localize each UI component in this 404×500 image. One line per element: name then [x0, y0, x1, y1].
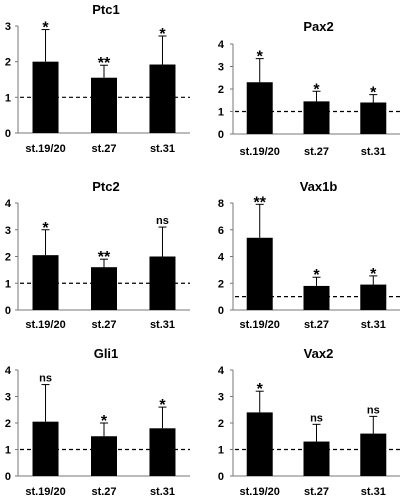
x-tick-label: st.31	[361, 486, 386, 498]
significance-label: *	[257, 49, 264, 66]
bar	[149, 428, 176, 476]
significance-label: **	[253, 194, 266, 211]
significance-label: **	[98, 249, 111, 266]
x-tick-label: st.19/20	[240, 319, 280, 331]
x-tick-label: st.19/20	[25, 486, 65, 498]
y-tick-label: 2	[218, 278, 224, 290]
significance-label: *	[42, 20, 49, 37]
y-tick-label: 3	[5, 392, 11, 404]
y-tick-label: 2	[218, 418, 224, 430]
x-tick-label: st.31	[150, 143, 175, 155]
x-tick-label: st.19/20	[25, 143, 65, 155]
y-tick-label: 1	[218, 107, 224, 119]
bar	[91, 77, 117, 133]
bar	[32, 421, 59, 476]
x-tick-label: st.19/20	[25, 319, 65, 331]
y-tick-label: 4	[218, 252, 225, 264]
x-tick-label: st.31	[150, 319, 175, 331]
bar	[303, 101, 330, 134]
bar	[360, 433, 387, 476]
y-tick-label: 0	[218, 129, 224, 141]
x-tick-label: st.27	[91, 486, 116, 498]
significance-label: ns	[156, 215, 169, 227]
chart-title: Ptc1	[92, 2, 119, 17]
y-tick-label: 8	[218, 198, 224, 210]
bar	[149, 256, 176, 310]
significance-label: *	[313, 267, 320, 284]
chart-title: Pax2	[303, 19, 333, 34]
significance-label: *	[42, 220, 49, 237]
y-tick-label: 4	[218, 365, 225, 377]
y-tick-label: 2	[5, 57, 11, 69]
significance-label: ns	[310, 412, 323, 424]
y-tick-label: 0	[5, 128, 11, 140]
y-tick-label: 4	[5, 198, 12, 210]
significance-label: *	[257, 381, 264, 398]
x-tick-label: st.31	[361, 146, 386, 158]
bar	[91, 436, 117, 476]
bar	[360, 102, 387, 134]
x-tick-label: st.27	[91, 319, 116, 331]
x-tick-label: st.27	[91, 143, 116, 155]
x-tick-label: st.19/20	[240, 146, 280, 158]
bar	[246, 412, 273, 476]
significance-label: *	[370, 266, 377, 283]
significance-label: **	[98, 55, 111, 72]
chart-title: Gli1	[94, 346, 119, 361]
y-tick-label: 0	[218, 471, 224, 483]
y-tick-label: 3	[5, 21, 11, 33]
y-tick-label: 0	[218, 305, 224, 317]
y-tick-label: 4	[5, 365, 12, 377]
significance-label: *	[313, 81, 320, 98]
x-tick-label: st.19/20	[240, 486, 280, 498]
x-tick-label: st.27	[304, 486, 329, 498]
y-tick-label: 2	[5, 252, 11, 264]
significance-label: *	[159, 26, 166, 43]
y-tick-label: 3	[218, 62, 224, 74]
y-tick-label: 6	[218, 225, 224, 237]
y-tick-label: 0	[5, 305, 11, 317]
bar	[149, 64, 176, 133]
y-tick-label: 3	[5, 225, 11, 237]
y-tick-label: 1	[5, 445, 11, 457]
significance-label: *	[370, 85, 377, 102]
x-tick-label: st.27	[304, 146, 329, 158]
bar	[246, 82, 273, 134]
y-tick-label: 4	[218, 39, 225, 51]
y-tick-label: 2	[218, 84, 224, 96]
bar	[303, 441, 330, 476]
y-tick-label: 1	[218, 445, 224, 457]
y-tick-label: 2	[5, 418, 11, 430]
significance-label: ns	[367, 404, 380, 416]
significance-label: ns	[39, 373, 52, 385]
bar	[91, 267, 117, 310]
chart-title: Ptc2	[92, 179, 119, 194]
bar	[246, 237, 273, 310]
significance-label: *	[101, 413, 108, 430]
bar	[360, 284, 387, 310]
bar	[32, 255, 59, 310]
y-tick-label: 0	[5, 471, 11, 483]
y-tick-label: 3	[218, 392, 224, 404]
y-tick-label: 1	[5, 278, 11, 290]
bar	[303, 285, 330, 310]
y-tick-label: 1	[5, 92, 11, 104]
x-tick-label: st.27	[304, 319, 329, 331]
chart-title: Vax1b	[300, 179, 338, 194]
x-tick-label: st.31	[150, 486, 175, 498]
chart-title: Vax2	[304, 346, 334, 361]
x-tick-label: st.31	[361, 319, 386, 331]
significance-label: *	[159, 397, 166, 414]
bar	[32, 61, 59, 133]
